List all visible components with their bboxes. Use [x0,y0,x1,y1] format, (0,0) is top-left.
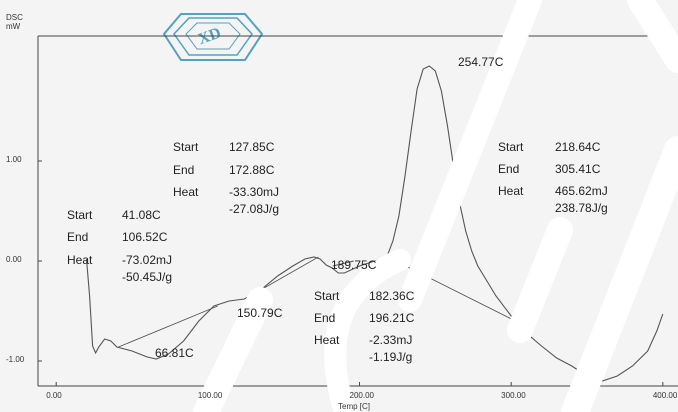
event-heat-label: Heat [498,184,524,198]
event-start-label: Start [67,208,93,222]
x-tick-label: 400.00 [652,391,678,400]
event-heat-value: -73.02mJ [122,253,173,267]
event-start-value: 41.08C [122,208,161,222]
event-start-label: Start [173,140,199,154]
event-heat-value: -33.30mJ [229,185,280,199]
x-axis-title: Temp [C] [338,402,371,411]
event-end-label: End [173,163,195,177]
event-end-label: End [498,162,520,176]
y-axis-title: DSC [6,13,23,22]
event-end-value: 196.21C [369,311,415,325]
event-end-value: 172.88C [229,163,275,177]
event-heat-label: Heat [67,253,93,267]
y-tick-label: 1.00 [6,155,22,164]
peak-annotation: 254.77C [458,55,504,69]
event-heat-label: Heat [173,185,199,199]
x-tick-label: 0.00 [46,391,62,400]
x-tick-label: 100.00 [197,391,223,400]
event-end-label: End [67,230,89,244]
event-heat-per-gram: -27.08J/g [229,202,280,216]
overlay-stripes [193,0,678,412]
y-axis-unit: mW [6,22,21,31]
event-end-value: 106.52C [122,230,168,244]
x-tick-label: 200.00 [349,391,374,400]
event-start-value: 218.64C [555,140,601,154]
integration-baseline [118,305,218,348]
y-tick-label: 0.00 [6,255,22,264]
event-heat-per-gram: 238.78J/g [555,201,608,215]
event-end-value: 305.41C [555,162,601,176]
event-heat-value: -2.33mJ [369,333,413,347]
event-heat-per-gram: -50.45J/g [122,270,173,284]
y-tick-label: -1.00 [6,355,25,364]
event-start-value: 182.36C [369,289,415,303]
event-start-label: Start [498,140,524,154]
integration-baseline [332,260,354,267]
watermark-logo: XD [162,13,264,61]
event-start-label: Start [314,289,340,303]
peak-annotation: 66.81C [155,346,194,360]
event-start-value: 127.85C [229,140,275,154]
x-tick-label: 300.00 [501,391,526,400]
event-heat-value: 465.62mJ [555,184,608,198]
event-heat-label: Heat [314,333,340,347]
integration-baseline [387,256,520,324]
event-heat-per-gram: -1.19J/g [369,350,413,364]
peak-annotation: 189.75C [331,258,377,272]
peak-annotation: 150.79C [237,306,283,320]
event-end-label: End [314,311,336,325]
